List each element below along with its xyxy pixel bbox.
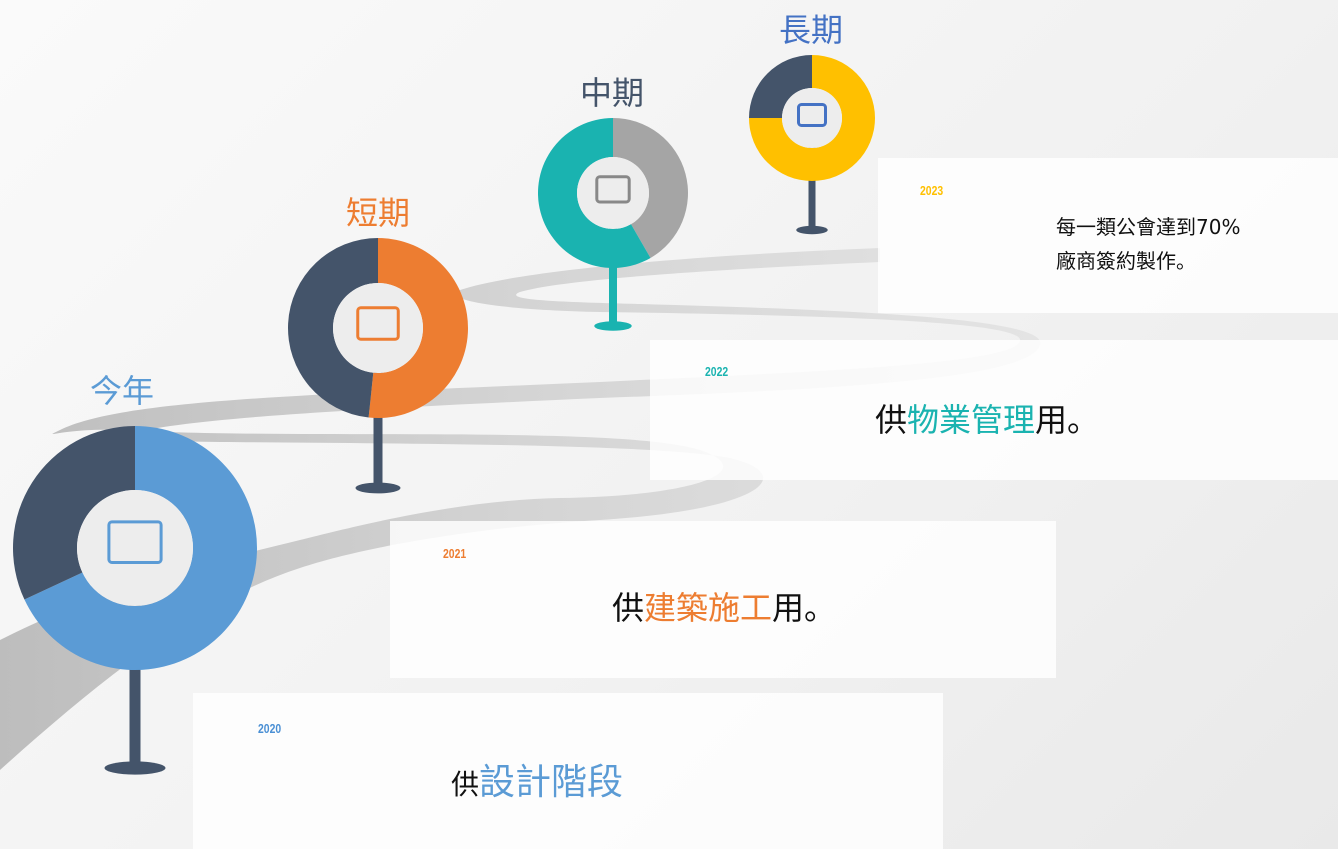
text-box: 2022 供物業管理用。	[650, 340, 1338, 480]
highlight: 物業管理	[907, 401, 1035, 439]
stage-label: 中期	[580, 68, 644, 114]
donut-hole	[77, 490, 193, 606]
stage-label: 今年	[90, 366, 154, 412]
year: 2022	[705, 364, 728, 379]
text: 用。	[772, 589, 836, 627]
description: 供設計階段	[451, 753, 623, 805]
stage-label: 短期	[346, 188, 410, 234]
description: 每一類公會達到70% 廠商簽約製作。	[1056, 210, 1240, 278]
text-box: 2023 每一類公會達到70% 廠商簽約製作。	[878, 158, 1338, 313]
text: 供	[451, 768, 479, 801]
text: 用。	[1035, 401, 1099, 439]
donut-hole	[577, 157, 649, 229]
year: 2020	[258, 721, 281, 736]
line: 廠商簽約製作。	[1056, 244, 1240, 278]
line: 每一類公會達到70%	[1056, 210, 1240, 244]
text-box: 2021 供建築施工用。	[390, 521, 1056, 678]
year: 2023	[920, 183, 943, 198]
description: 供物業管理用。	[875, 395, 1099, 441]
donut-hole	[333, 283, 423, 373]
highlight: 設計階段	[479, 762, 623, 803]
year: 2021	[443, 546, 466, 561]
highlight: 建築施工	[644, 589, 772, 627]
text: 供	[612, 589, 644, 627]
text: 供	[875, 401, 907, 439]
slide: 今年 短期 中期 長期 2023 每一類公會達到70% 廠商簽約製作。 2022…	[0, 0, 1338, 849]
text-box: 2020 供設計階段	[193, 693, 943, 849]
stage-label: 長期	[779, 5, 843, 51]
description: 供建築施工用。	[612, 583, 836, 629]
donut-hole	[782, 88, 842, 148]
